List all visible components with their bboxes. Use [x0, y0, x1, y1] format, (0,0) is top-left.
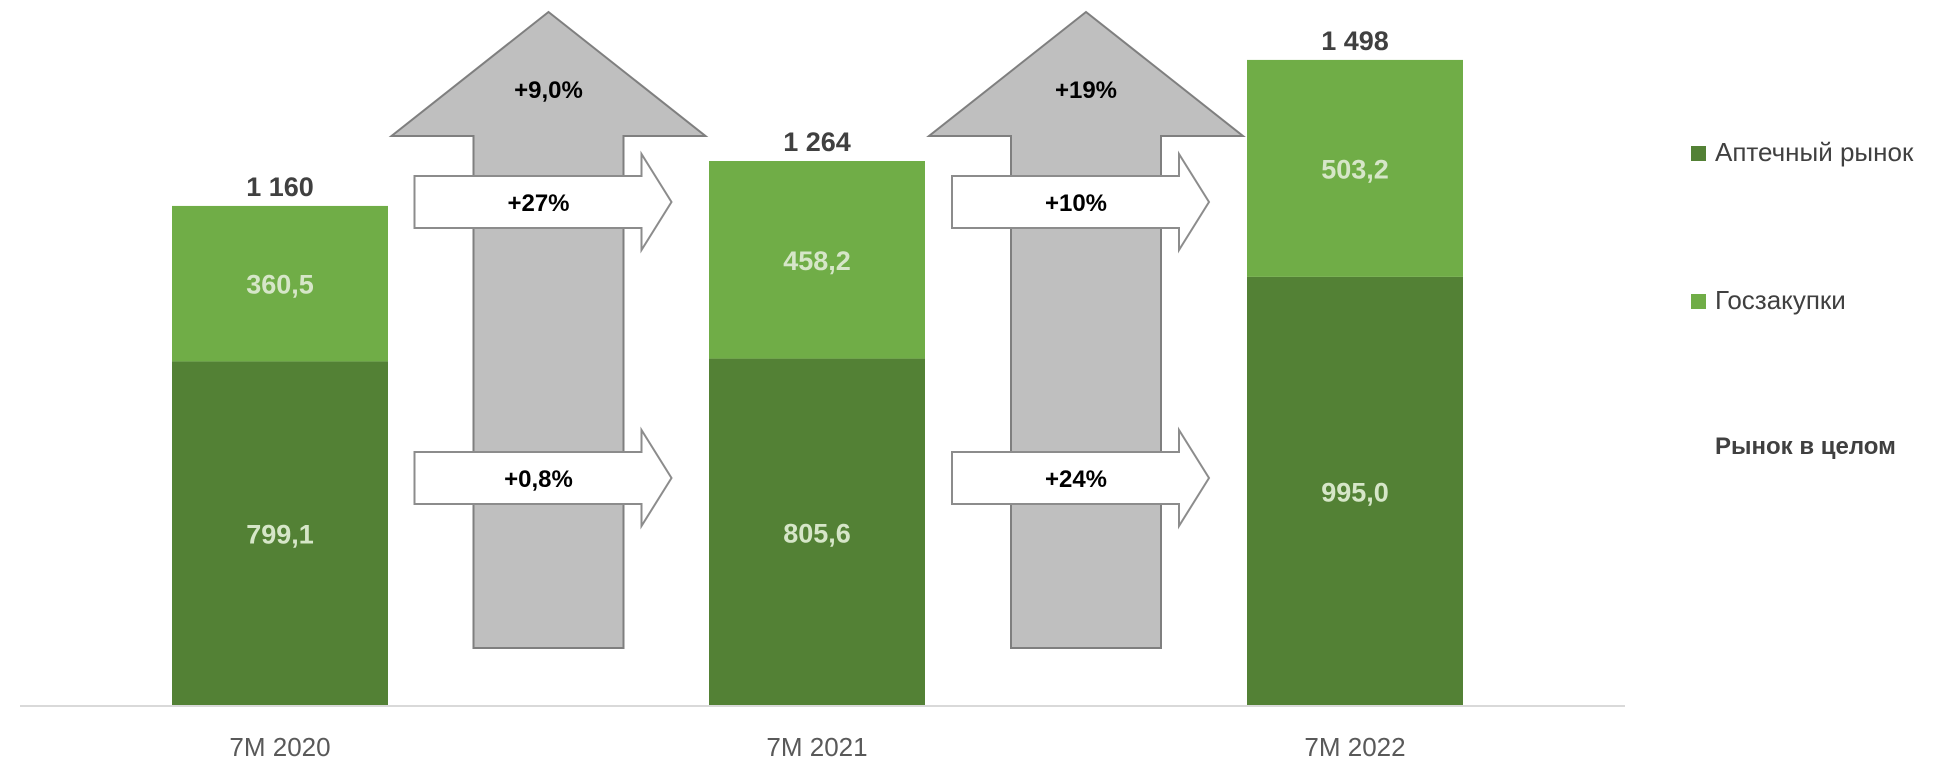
data-label: 360,5: [246, 270, 314, 300]
pharmacy-growth-label: +24%: [1045, 466, 1107, 493]
pharmacy-growth-arrow: [413, 426, 673, 530]
total-label: 1 498: [1321, 26, 1389, 56]
labels: 799,1 360,5 1 160 7М 2020 805,6 458,2 1 264 7М …: [229, 26, 1405, 761]
total-label: 1 160: [246, 172, 314, 202]
data-label: 995,0: [1321, 477, 1389, 507]
data-label: 458,2: [783, 246, 851, 276]
growth-arrows: +9,0% +27% +0,8% +19% +10% +24%: [388, 10, 1246, 649]
data-label: 503,2: [1321, 154, 1389, 184]
total-label: 1 264: [783, 127, 851, 157]
bar-pharmacy-0: [172, 361, 388, 706]
pharmacy-growth-label: +0,8%: [504, 466, 573, 493]
pharmacy-growth-arrow: [951, 426, 1211, 530]
bar-pharmacy-2: [1247, 276, 1463, 706]
gov-growth-arrow: [951, 150, 1211, 254]
legend: Аптечный рынок Госзакупки Рынок в целом: [1691, 137, 1914, 460]
total-growth-label: +9,0%: [514, 77, 583, 104]
total-growth-label: +19%: [1055, 77, 1117, 104]
legend-total-label: Рынок в целом: [1715, 433, 1896, 460]
legend-pharmacy-label: Аптечный рынок: [1715, 137, 1914, 167]
data-label: 799,1: [246, 520, 314, 550]
category-label: 7М 2022: [1304, 732, 1405, 761]
gov-growth-label: +10%: [1045, 190, 1107, 217]
legend-pharmacy-swatch: [1691, 146, 1706, 161]
bars: [172, 59, 1463, 706]
bar-pharmacy-1: [709, 358, 925, 706]
category-label: 7М 2020: [229, 732, 330, 761]
bar-gov-0: [172, 205, 388, 362]
total-growth-arrow: [388, 10, 709, 649]
gov-growth-arrow: [413, 150, 673, 254]
legend-gov-swatch: [1691, 294, 1706, 309]
gov-growth-label: +27%: [507, 190, 569, 217]
total-growth-arrow: [926, 10, 1246, 649]
category-label: 7М 2021: [766, 732, 867, 761]
legend-gov-label: Госзакупки: [1715, 285, 1846, 315]
bar-gov-1: [709, 160, 925, 359]
data-label: 805,6: [783, 518, 851, 548]
bar-gov-2: [1247, 59, 1463, 277]
